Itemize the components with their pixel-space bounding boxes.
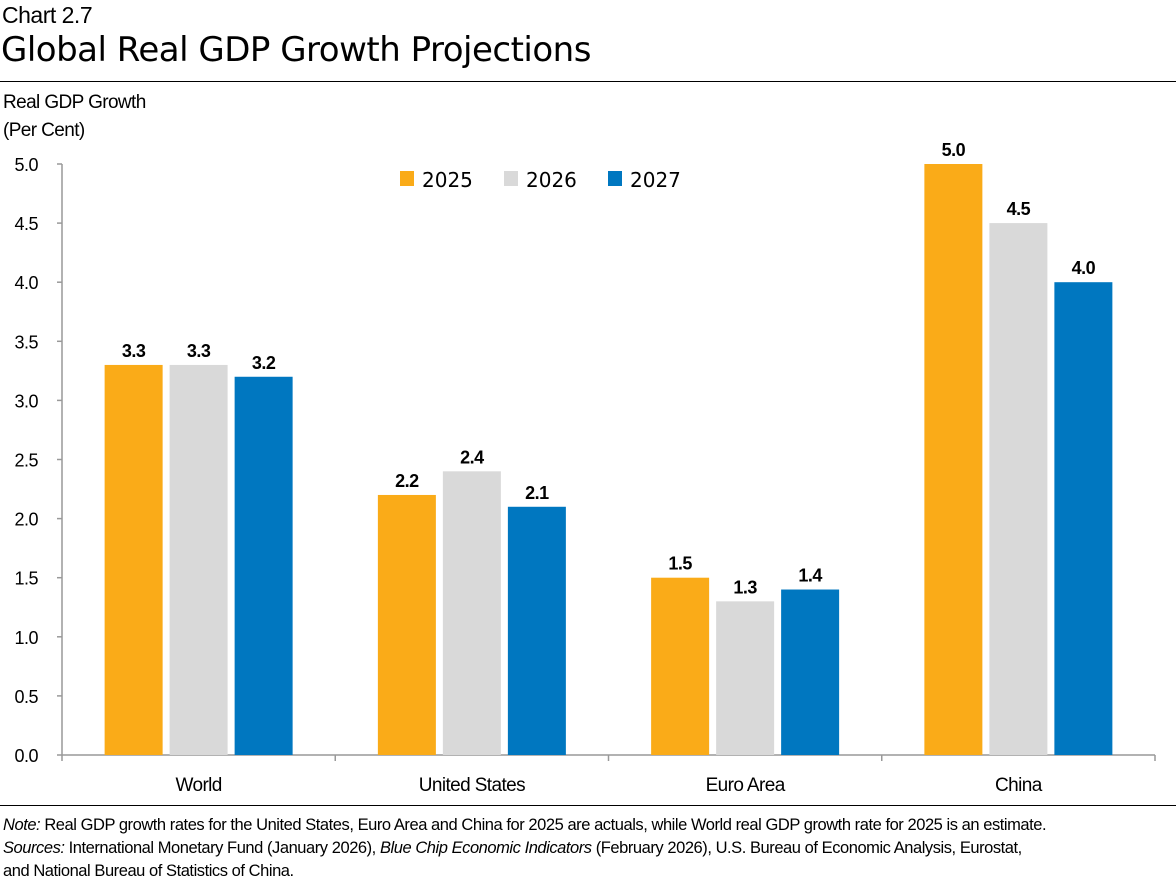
y-tick-label: 0.5 [14,687,38,707]
y-axis-label-line2: (Per Cent) [3,120,85,141]
sources-line-2: and National Bureau of Statistics of Chi… [3,862,294,880]
sources-text-2: (February 2026), U.S. Bureau of Economic… [591,839,1023,857]
x-tick-label: Euro Area [706,775,786,796]
sources-label: Sources: [3,839,65,857]
data-label: 1.4 [798,566,822,586]
legend-label: 2025 [422,168,473,192]
sources-text: International Monetary Fund (January 202… [64,839,380,857]
y-tick-label: 1.0 [14,628,38,648]
bar-2026 [442,471,501,755]
chart-number: Chart 2.7 [2,2,93,28]
x-tick-label: World [175,775,221,796]
bar-2027 [1054,282,1113,755]
note-line: Note: Real GDP growth rates for the Unit… [3,814,1047,837]
legend-swatch-2025 [400,171,414,186]
notes: Note: Real GDP growth rates for the Unit… [3,814,1047,883]
data-label: 1.5 [668,554,692,574]
bar-2025 [377,494,436,755]
data-label: 2.1 [525,483,549,503]
y-tick-label: 4.0 [14,273,38,293]
y-tick-label: 2.5 [14,451,38,471]
data-label: 5.0 [942,140,966,160]
data-label: 4.5 [1007,199,1031,219]
data-label: 3.2 [252,353,276,373]
y-axis-label-line1: Real GDP Growth [3,92,146,113]
sources-italic: Blue Chip Economic Indicators [379,839,592,857]
data-label: 1.3 [733,577,757,597]
y-tick-label: 5.0 [14,155,38,175]
y-tick-label: 1.5 [14,569,38,589]
y-tick-label: 4.5 [14,214,38,234]
legend-swatch-2026 [504,171,518,186]
bar-2026 [169,364,228,755]
y-tick-label: 3.0 [14,391,38,411]
bar-2026 [989,223,1048,756]
y-tick-label: 2.0 [14,510,38,530]
legend-swatch-2027 [608,171,622,186]
bar-2027 [507,506,566,755]
bar-2025 [924,164,983,755]
x-tick-label: United States [419,775,525,796]
data-label: 2.2 [395,471,419,491]
bar-2027 [781,589,840,755]
y-tick-label: 3.5 [14,332,38,352]
bar-2025 [651,577,710,755]
y-tick-label: 0.0 [14,746,38,766]
legend-label: 2026 [526,168,577,192]
data-label: 3.3 [122,341,146,361]
bar-2025 [104,364,163,755]
notes-divider [0,805,1176,806]
chart-title: Global Real GDP Growth Projections [1,30,591,70]
data-label: 3.3 [187,341,211,361]
note-text: Real GDP growth rates for the United Sta… [40,816,1047,834]
note-label: Note: [3,816,41,834]
title-divider [0,81,1176,82]
data-label: 4.0 [1072,258,1096,278]
x-tick-label: China [995,775,1043,796]
sources-line: Sources: International Monetary Fund (Ja… [3,837,1046,860]
bar-2027 [234,376,293,755]
data-label: 2.4 [460,447,484,467]
legend-label: 2027 [630,168,681,192]
bar-2026 [716,601,775,755]
